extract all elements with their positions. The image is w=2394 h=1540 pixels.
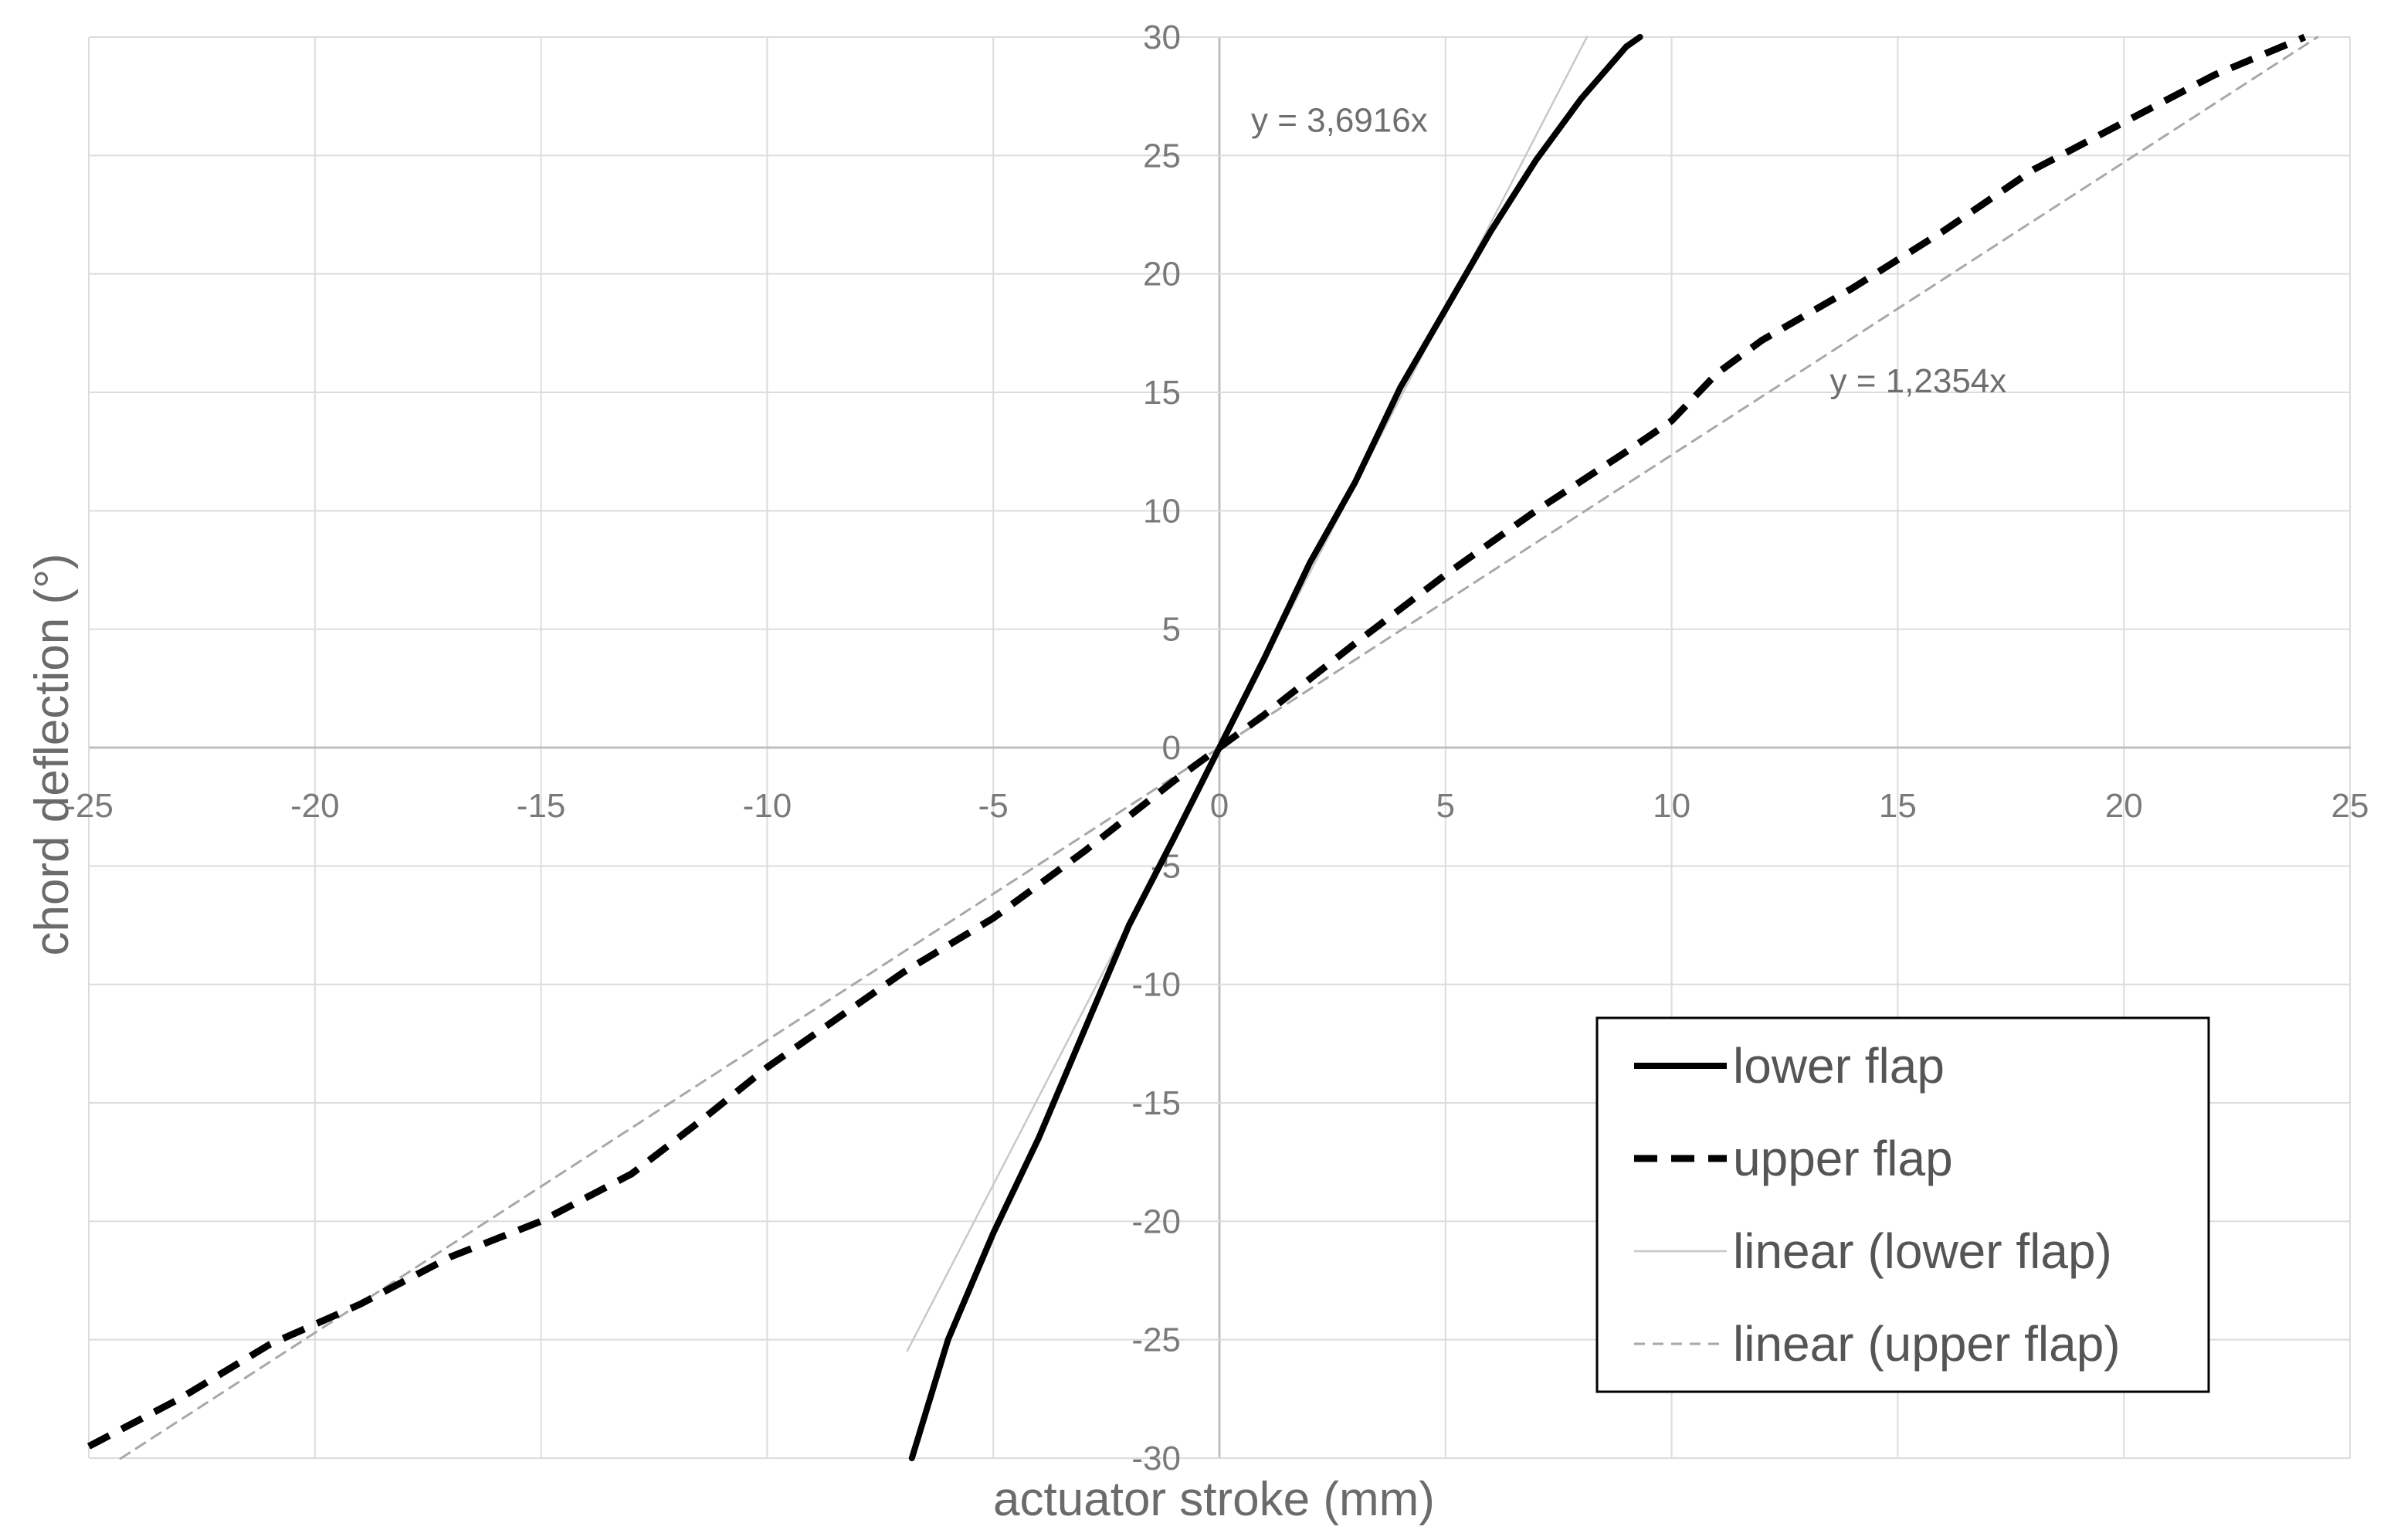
series-lines bbox=[86, 33, 2319, 1461]
x-tick-label: -25 bbox=[64, 787, 114, 825]
x-tick-label: -15 bbox=[517, 787, 566, 825]
trendline-equation-label: y = 3,6916x bbox=[1251, 102, 1428, 140]
legend-label: linear (upper flap) bbox=[1733, 1316, 2121, 1372]
x-tick-label: 25 bbox=[2331, 787, 2369, 825]
y-tick-label: -25 bbox=[1131, 1321, 1181, 1359]
tick-labels: -25 -20 -15 -10 -5 0 5 10 15 20 25302520151050-5-1… bbox=[64, 19, 2369, 1477]
legend-label: upper flap bbox=[1733, 1131, 1953, 1186]
y-tick-label: -30 bbox=[1131, 1440, 1181, 1477]
x-axis-label: actuator stroke (mm) bbox=[993, 1473, 1435, 1526]
x-tick-label: 20 bbox=[2105, 787, 2143, 825]
legend-label: lower flap bbox=[1733, 1038, 1945, 1094]
y-tick-label: 30 bbox=[1143, 19, 1181, 56]
y-tick-label: 25 bbox=[1143, 137, 1181, 175]
x-tick-label: 10 bbox=[1653, 787, 1690, 825]
x-tick-label: 0 bbox=[1210, 787, 1229, 825]
y-tick-label: 10 bbox=[1143, 492, 1181, 530]
x-tick-label: -5 bbox=[978, 787, 1009, 825]
legend-label: linear (lower flap) bbox=[1733, 1223, 2112, 1279]
x-tick-label: -10 bbox=[743, 787, 792, 825]
x-tick-label: 5 bbox=[1436, 787, 1455, 825]
y-tick-label: -15 bbox=[1131, 1084, 1181, 1122]
y-tick-label: -20 bbox=[1131, 1202, 1181, 1240]
series-line-lower-flap bbox=[908, 34, 1643, 1461]
x-tick-label: -20 bbox=[290, 787, 340, 825]
y-axis-label: chord deflection (°) bbox=[25, 553, 79, 955]
y-tick-label: -10 bbox=[1131, 966, 1181, 1004]
trendline-equation-label: y = 1,2354x bbox=[1830, 362, 2007, 400]
annotations: y = 3,6916x y = 1,2354x bbox=[1251, 102, 2006, 400]
y-tick-label: 20 bbox=[1143, 256, 1181, 293]
legend-box bbox=[1595, 1016, 2210, 1393]
legend: lower flap upper flap linear (lower flap) l… bbox=[1595, 1016, 2210, 1393]
x-tick-label: 15 bbox=[1879, 787, 1917, 825]
y-tick-label: 5 bbox=[1162, 611, 1181, 649]
y-tick-label: 0 bbox=[1162, 729, 1181, 767]
series-line-upper-flap bbox=[86, 33, 2307, 1450]
y-tick-label: 15 bbox=[1143, 374, 1181, 412]
